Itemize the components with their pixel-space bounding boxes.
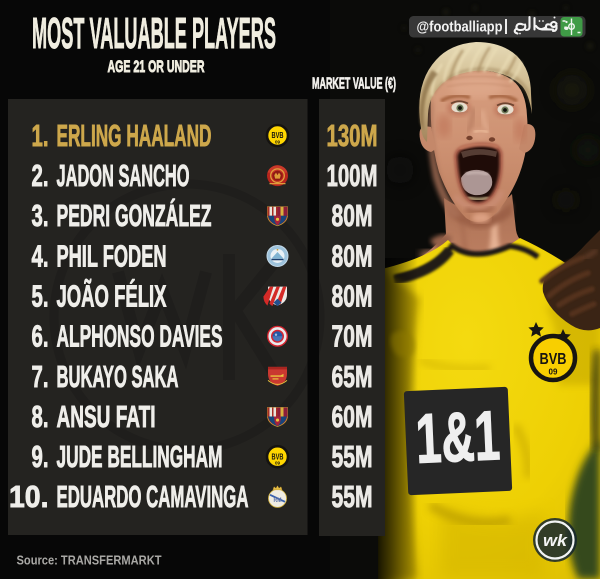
svg-text:ANSU FATI: ANSU FATI — [57, 399, 156, 434]
svg-text:MOST VALUABLE PLAYERS: MOST VALUABLE PLAYERS — [32, 10, 276, 58]
svg-text:@footballiapp: @footballiapp — [417, 20, 503, 36]
svg-text:wk: wk — [543, 531, 569, 550]
svg-text:70M: 70M — [332, 319, 373, 354]
svg-text:9.: 9. — [32, 439, 49, 474]
svg-text:80M: 80M — [332, 198, 373, 233]
svg-text:BVB: BVB — [540, 351, 567, 368]
svg-text:5.: 5. — [32, 279, 49, 314]
svg-text:7.: 7. — [32, 359, 49, 394]
svg-text:65M: 65M — [332, 359, 373, 394]
svg-text:80M: 80M — [332, 238, 373, 273]
svg-text:Source: TRANSFERMARKT: Source: TRANSFERMARKT — [17, 554, 162, 568]
svg-text:60M: 60M — [332, 399, 373, 434]
svg-text:09: 09 — [275, 140, 281, 145]
svg-text:PEDRI GONZÁLEZ: PEDRI GONZÁLEZ — [57, 198, 212, 233]
svg-text:ERLING HAALAND: ERLING HAALAND — [57, 118, 212, 153]
svg-text:BVB: BVB — [272, 131, 284, 140]
svg-text:BUKAYO SAKA: BUKAYO SAKA — [57, 359, 179, 394]
svg-text:80M: 80M — [332, 279, 373, 314]
svg-text:130M: 130M — [327, 118, 378, 153]
svg-text:AGE 21 OR UNDER: AGE 21 OR UNDER — [108, 57, 205, 76]
svg-text:1&1: 1&1 — [414, 396, 501, 478]
svg-text:3.: 3. — [32, 198, 49, 233]
svg-text:JUDE BELLINGHAM: JUDE BELLINGHAM — [57, 439, 223, 474]
svg-text:6.: 6. — [32, 319, 49, 354]
svg-text:BVB: BVB — [272, 452, 284, 461]
svg-text:8.: 8. — [32, 399, 49, 434]
svg-text:100M: 100M — [327, 158, 378, 193]
svg-text:PHIL FODEN: PHIL FODEN — [57, 238, 167, 273]
svg-text:2.: 2. — [32, 158, 49, 193]
svg-text:4.: 4. — [32, 238, 49, 273]
svg-text:ALPHONSO DAVIES: ALPHONSO DAVIES — [57, 319, 223, 354]
svg-text:JOÃO FÉLIX: JOÃO FÉLIX — [57, 279, 167, 314]
svg-text:09: 09 — [275, 461, 281, 466]
svg-text:EDUARDO CAMAVINGA: EDUARDO CAMAVINGA — [57, 479, 249, 514]
svg-text:1.: 1. — [32, 118, 49, 153]
svg-text:55M: 55M — [332, 439, 373, 474]
svg-text:RM: RM — [274, 498, 282, 504]
svg-text:55M: 55M — [332, 479, 373, 514]
svg-text:09: 09 — [549, 368, 558, 377]
svg-text:MARKET VALUE (€): MARKET VALUE (€) — [312, 76, 396, 93]
svg-text:10.: 10. — [9, 479, 49, 514]
svg-text:JADON SANCHO: JADON SANCHO — [57, 158, 190, 193]
